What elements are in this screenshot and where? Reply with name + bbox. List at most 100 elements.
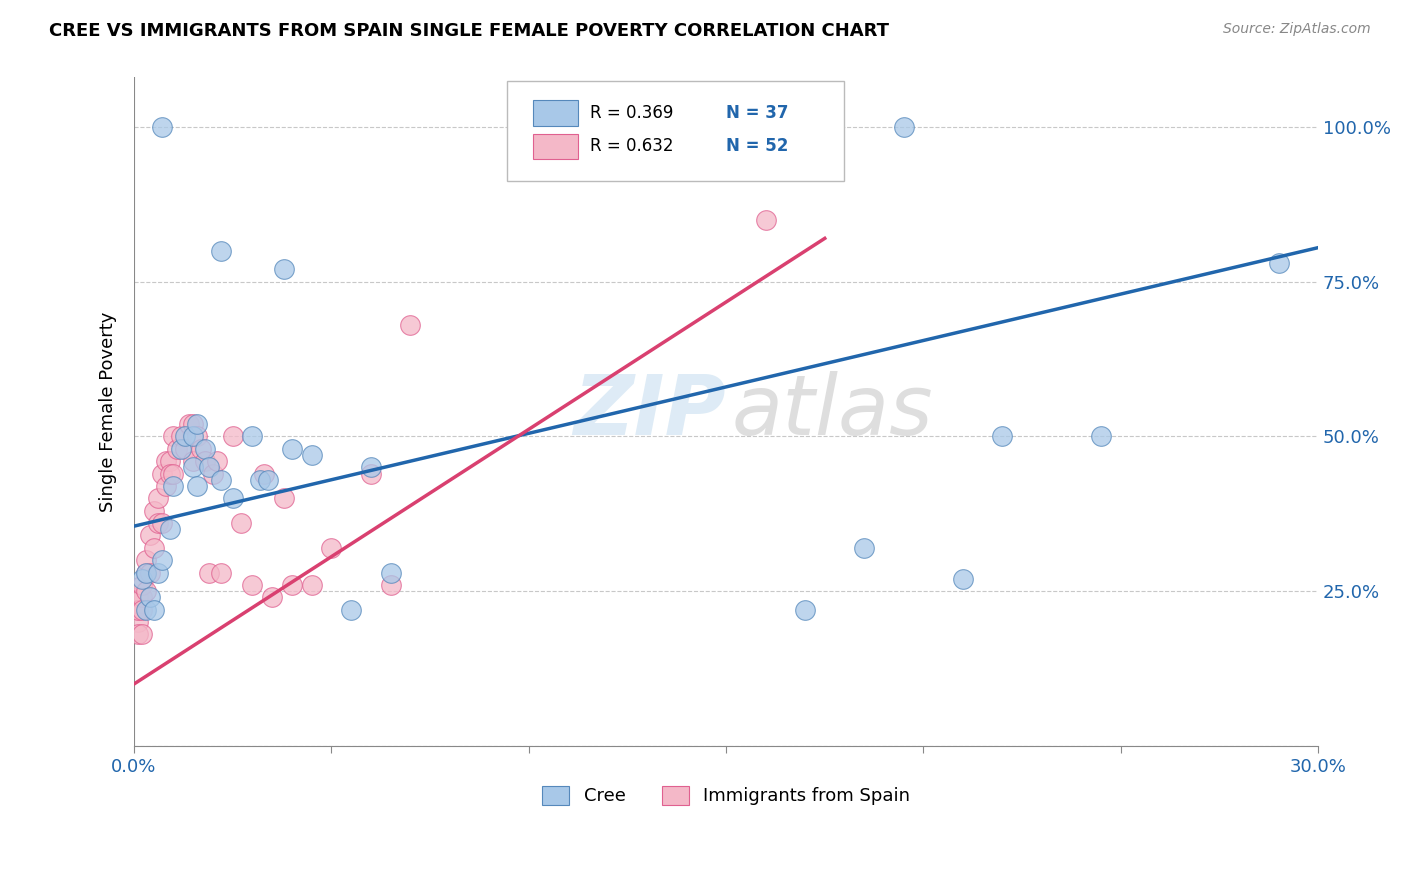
Point [162, 467, 184, 481]
Point [209, 244, 232, 258]
Point [181, 429, 204, 443]
FancyBboxPatch shape [533, 100, 578, 126]
Point [249, 473, 271, 487]
Text: N = 52: N = 52 [725, 137, 789, 155]
Point [170, 429, 193, 443]
Point [209, 566, 232, 580]
Text: Source: ZipAtlas.com: Source: ZipAtlas.com [1223, 22, 1371, 37]
Point [198, 460, 221, 475]
Point [257, 473, 280, 487]
Y-axis label: Single Female Poverty: Single Female Poverty [100, 311, 117, 512]
Point [131, 627, 153, 641]
Point [360, 460, 382, 475]
Point [893, 120, 915, 134]
Point [186, 429, 208, 443]
Point [853, 541, 876, 555]
Point [150, 120, 173, 134]
Point [301, 578, 323, 592]
Point [131, 572, 153, 586]
Point [242, 578, 264, 592]
Point [380, 566, 402, 580]
Text: N = 37: N = 37 [725, 103, 789, 122]
Point [198, 566, 221, 580]
Text: R = 0.369: R = 0.369 [591, 103, 673, 122]
Point [150, 553, 173, 567]
Point [194, 454, 217, 468]
Point [253, 467, 276, 481]
Point [194, 442, 217, 456]
Point [991, 429, 1014, 443]
Point [162, 429, 184, 443]
Point [205, 454, 228, 468]
Point [360, 467, 382, 481]
Point [273, 491, 295, 506]
Point [127, 603, 149, 617]
Point [380, 578, 402, 592]
Point [186, 479, 208, 493]
Point [135, 603, 157, 617]
FancyBboxPatch shape [508, 81, 845, 181]
Point [229, 516, 252, 530]
Point [162, 479, 184, 493]
Point [242, 429, 264, 443]
Point [146, 491, 169, 506]
Legend: Cree, Immigrants from Spain: Cree, Immigrants from Spain [534, 779, 917, 813]
Point [273, 262, 295, 277]
Point [135, 566, 157, 580]
Point [146, 516, 169, 530]
Point [174, 429, 197, 443]
Point [146, 566, 169, 580]
Point [142, 504, 165, 518]
Text: ZIP: ZIP [574, 371, 725, 452]
Point [135, 553, 157, 567]
Point [139, 528, 162, 542]
Point [179, 417, 201, 431]
Point [131, 603, 153, 617]
Point [142, 541, 165, 555]
Point [135, 584, 157, 599]
Point [190, 442, 212, 456]
Point [754, 212, 776, 227]
Point [181, 417, 204, 431]
Point [399, 318, 422, 332]
Point [281, 442, 304, 456]
Text: atlas: atlas [733, 371, 934, 452]
Point [262, 591, 284, 605]
Point [159, 467, 181, 481]
Point [159, 522, 181, 536]
Point [150, 467, 173, 481]
Point [155, 479, 177, 493]
Point [1090, 429, 1112, 443]
Text: R = 0.632: R = 0.632 [591, 137, 673, 155]
Point [159, 454, 181, 468]
Point [1267, 256, 1289, 270]
Point [201, 467, 224, 481]
Point [794, 603, 817, 617]
Point [131, 578, 153, 592]
Point [301, 448, 323, 462]
Point [127, 591, 149, 605]
Point [127, 615, 149, 629]
Point [150, 516, 173, 530]
Point [186, 417, 208, 431]
FancyBboxPatch shape [533, 134, 578, 159]
Point [222, 429, 245, 443]
Point [222, 491, 245, 506]
Text: CREE VS IMMIGRANTS FROM SPAIN SINGLE FEMALE POVERTY CORRELATION CHART: CREE VS IMMIGRANTS FROM SPAIN SINGLE FEM… [49, 22, 889, 40]
Point [142, 603, 165, 617]
Point [135, 566, 157, 580]
Point [127, 603, 149, 617]
Point [127, 627, 149, 641]
Point [952, 572, 974, 586]
Point [131, 591, 153, 605]
Point [281, 578, 304, 592]
Point [209, 473, 232, 487]
Point [139, 566, 162, 580]
Point [155, 454, 177, 468]
Point [181, 454, 204, 468]
Point [166, 442, 188, 456]
Point [321, 541, 343, 555]
Point [174, 442, 197, 456]
Point [139, 591, 162, 605]
Point [170, 442, 193, 456]
